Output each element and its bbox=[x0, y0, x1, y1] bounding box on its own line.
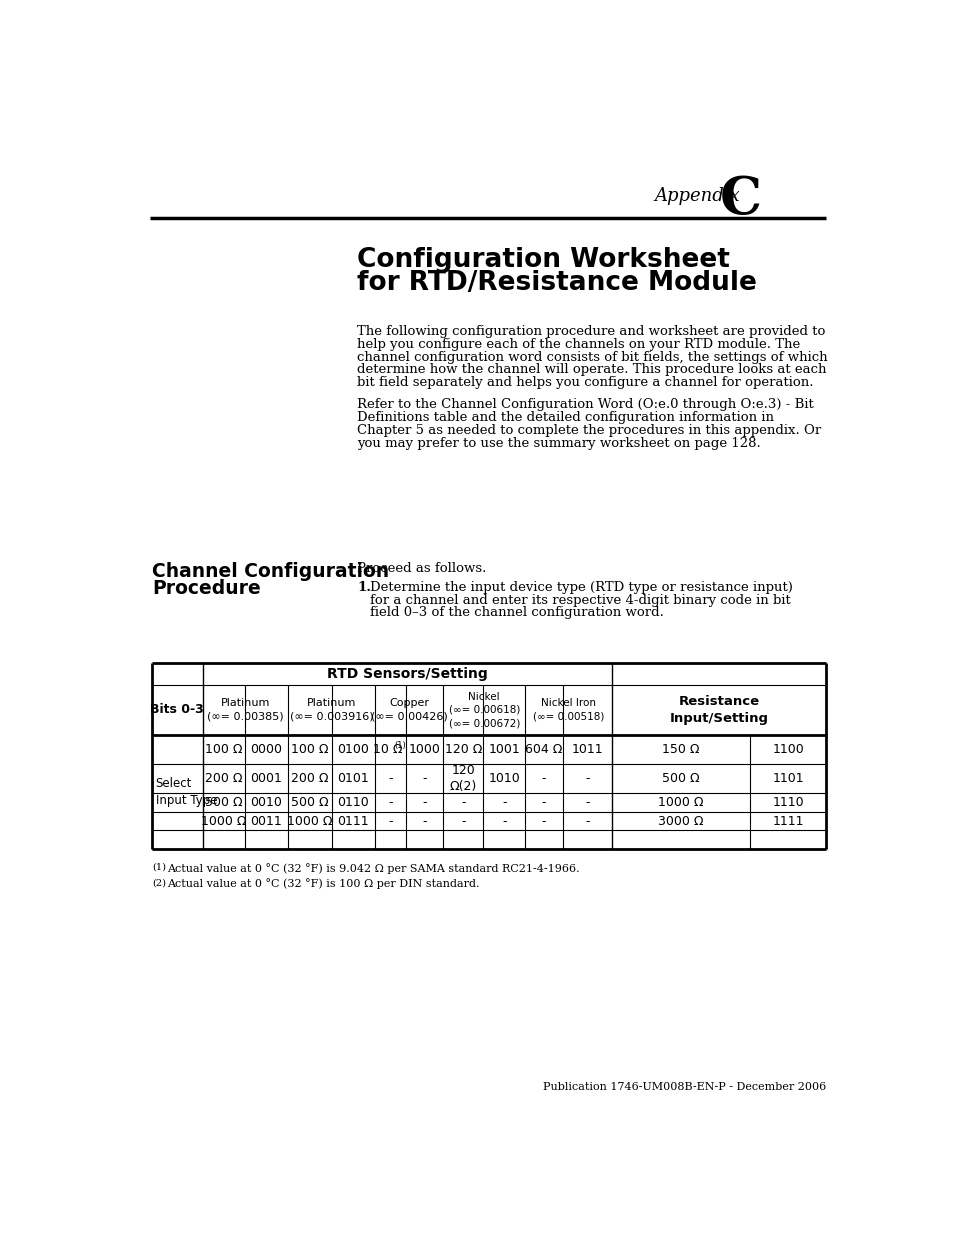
Text: (2): (2) bbox=[152, 878, 166, 887]
Text: -: - bbox=[541, 797, 546, 809]
Text: -: - bbox=[501, 797, 506, 809]
Text: 500 Ω: 500 Ω bbox=[205, 797, 242, 809]
Text: 100 Ω: 100 Ω bbox=[205, 743, 242, 756]
Text: 10 Ω: 10 Ω bbox=[373, 743, 402, 756]
Text: 1101: 1101 bbox=[771, 772, 803, 785]
Text: -: - bbox=[541, 815, 546, 827]
Text: 0011: 0011 bbox=[251, 815, 282, 827]
Text: -: - bbox=[422, 797, 426, 809]
Text: (1): (1) bbox=[152, 863, 166, 872]
Text: 1000 Ω: 1000 Ω bbox=[658, 797, 703, 809]
Text: RTD Sensors/Setting: RTD Sensors/Setting bbox=[327, 667, 487, 680]
Text: 1001: 1001 bbox=[488, 743, 519, 756]
Text: Chapter 5 as needed to complete the procedures in this appendix. Or: Chapter 5 as needed to complete the proc… bbox=[356, 424, 821, 437]
Text: 500 Ω: 500 Ω bbox=[661, 772, 700, 785]
Text: -: - bbox=[541, 772, 546, 785]
Text: 0100: 0100 bbox=[337, 743, 369, 756]
Text: Proceed as follows.: Proceed as follows. bbox=[356, 562, 486, 576]
Text: -: - bbox=[460, 797, 465, 809]
Text: Actual value at 0 °C (32 °F) is 9.042 Ω per SAMA standard RC21-4-1966.: Actual value at 0 °C (32 °F) is 9.042 Ω … bbox=[167, 863, 579, 873]
Text: C: C bbox=[720, 174, 761, 225]
Text: The following configuration procedure and worksheet are provided to: The following configuration procedure an… bbox=[356, 325, 824, 338]
Text: 1011: 1011 bbox=[571, 743, 602, 756]
Text: 1.: 1. bbox=[356, 580, 371, 594]
Text: 200 Ω: 200 Ω bbox=[291, 772, 328, 785]
Text: 1111: 1111 bbox=[772, 815, 803, 827]
Text: determine how the channel will operate. This procedure looks at each: determine how the channel will operate. … bbox=[356, 363, 826, 377]
Text: Platinum
(∞= 0.00385): Platinum (∞= 0.00385) bbox=[207, 698, 284, 721]
Text: -: - bbox=[501, 815, 506, 827]
Text: 1110: 1110 bbox=[771, 797, 803, 809]
Text: 1100: 1100 bbox=[771, 743, 803, 756]
Text: -: - bbox=[584, 797, 589, 809]
Text: Determine the input device type (RTD type or resistance input): Determine the input device type (RTD typ… bbox=[369, 580, 792, 594]
Text: 1000 Ω: 1000 Ω bbox=[201, 815, 247, 827]
Text: Definitions table and the detailed configuration information in: Definitions table and the detailed confi… bbox=[356, 411, 774, 424]
Text: 0111: 0111 bbox=[337, 815, 369, 827]
Text: Refer to the Channel Configuration Word (O:e.0 through O:e.3) - Bit: Refer to the Channel Configuration Word … bbox=[356, 399, 813, 411]
Text: 3000 Ω: 3000 Ω bbox=[658, 815, 703, 827]
Text: 0010: 0010 bbox=[251, 797, 282, 809]
Text: Channel Configuration: Channel Configuration bbox=[152, 562, 389, 582]
Text: 1000 Ω: 1000 Ω bbox=[287, 815, 333, 827]
Text: you may prefer to use the summary worksheet on page 128.: you may prefer to use the summary worksh… bbox=[356, 436, 760, 450]
Text: Nickel
(∞= 0.00618)
(∞= 0.00672): Nickel (∞= 0.00618) (∞= 0.00672) bbox=[448, 692, 519, 729]
Text: 0001: 0001 bbox=[251, 772, 282, 785]
Text: Platinum
(∞= 0.003916): Platinum (∞= 0.003916) bbox=[290, 698, 373, 721]
Text: for RTD/Resistance Module: for RTD/Resistance Module bbox=[356, 270, 757, 296]
Text: (1): (1) bbox=[395, 741, 406, 750]
Text: 0000: 0000 bbox=[251, 743, 282, 756]
Text: channel configuration word consists of bit fields, the settings of which: channel configuration word consists of b… bbox=[356, 351, 827, 364]
Text: Procedure: Procedure bbox=[152, 579, 260, 599]
Text: 500 Ω: 500 Ω bbox=[291, 797, 329, 809]
Text: 0101: 0101 bbox=[337, 772, 369, 785]
Text: 1010: 1010 bbox=[488, 772, 519, 785]
Text: Resistance
Input/Setting: Resistance Input/Setting bbox=[669, 695, 768, 725]
Text: Nickel Iron
(∞= 0.00518): Nickel Iron (∞= 0.00518) bbox=[533, 698, 604, 721]
Text: bit field separately and helps you configure a channel for operation.: bit field separately and helps you confi… bbox=[356, 377, 813, 389]
Text: -: - bbox=[584, 815, 589, 827]
Text: -: - bbox=[388, 815, 393, 827]
Text: 604 Ω: 604 Ω bbox=[525, 743, 562, 756]
Text: field 0–3 of the channel configuration word.: field 0–3 of the channel configuration w… bbox=[369, 606, 662, 619]
Text: help you configure each of the channels on your RTD module. The: help you configure each of the channels … bbox=[356, 338, 800, 351]
Text: -: - bbox=[422, 772, 426, 785]
Text: 150 Ω: 150 Ω bbox=[661, 743, 700, 756]
Text: 120 Ω: 120 Ω bbox=[444, 743, 481, 756]
Text: Appendix: Appendix bbox=[654, 186, 739, 205]
Text: 0110: 0110 bbox=[337, 797, 369, 809]
Text: -: - bbox=[388, 797, 393, 809]
Text: Copper
(∞= 0.00426): Copper (∞= 0.00426) bbox=[371, 698, 447, 721]
Text: Publication 1746-UM008B-EN-P - December 2006: Publication 1746-UM008B-EN-P - December … bbox=[542, 1082, 825, 1092]
Text: 200 Ω: 200 Ω bbox=[205, 772, 242, 785]
Text: 120
Ω(2): 120 Ω(2) bbox=[449, 764, 476, 793]
Text: -: - bbox=[422, 815, 426, 827]
Text: -: - bbox=[388, 772, 393, 785]
Text: for a channel and enter its respective 4-digit binary code in bit: for a channel and enter its respective 4… bbox=[369, 594, 789, 606]
Text: 1000: 1000 bbox=[408, 743, 440, 756]
Text: -: - bbox=[460, 815, 465, 827]
Text: Select
Input Type: Select Input Type bbox=[155, 777, 217, 806]
Text: Actual value at 0 °C (32 °F) is 100 Ω per DIN standard.: Actual value at 0 °C (32 °F) is 100 Ω pe… bbox=[167, 878, 479, 889]
Text: Bits 0-3: Bits 0-3 bbox=[151, 704, 204, 716]
Text: Configuration Worksheet: Configuration Worksheet bbox=[356, 247, 729, 273]
Text: -: - bbox=[584, 772, 589, 785]
Text: 100 Ω: 100 Ω bbox=[291, 743, 328, 756]
